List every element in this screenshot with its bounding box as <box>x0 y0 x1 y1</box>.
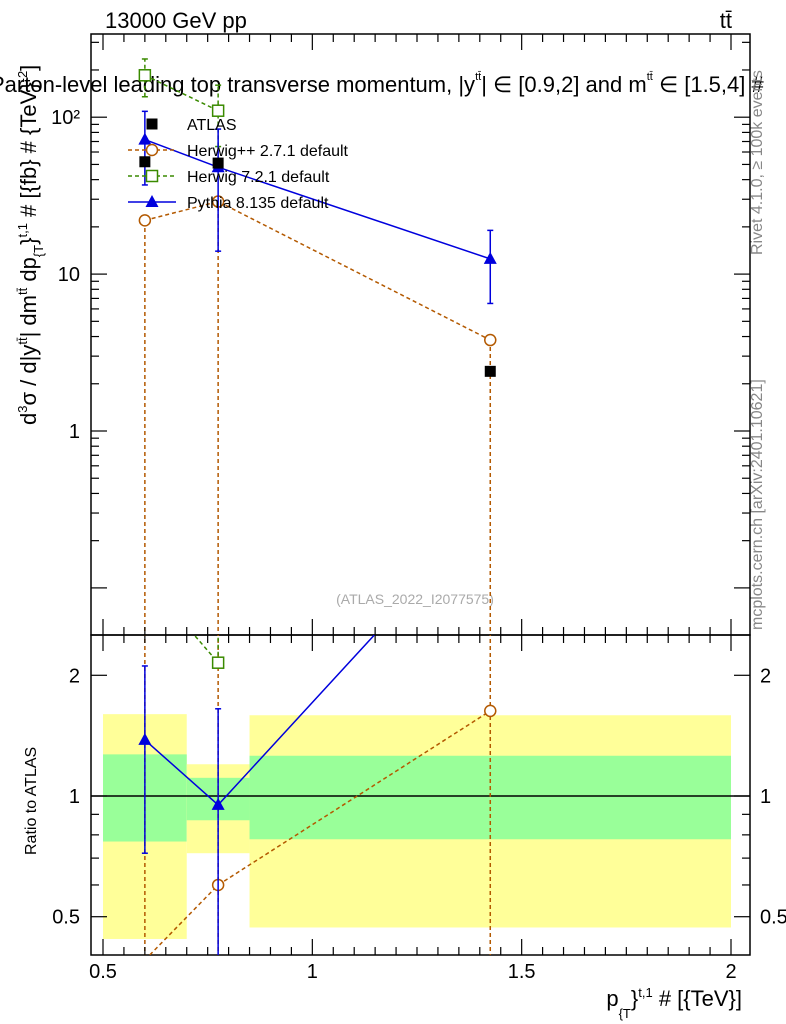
data-point <box>138 214 152 227</box>
data-point <box>483 251 497 264</box>
main-series <box>138 58 497 635</box>
legend-marker <box>145 195 159 207</box>
header-right: tt̄ <box>720 8 732 33</box>
legend-marker <box>145 169 159 183</box>
data-point <box>212 157 224 169</box>
legend-entry-0: ATLAS <box>146 117 237 134</box>
x-tick-label: 1.5 <box>508 961 536 983</box>
legend-label: Herwig 7.2.1 default <box>187 169 330 186</box>
ratio-y-tick-label-right: 1 <box>760 786 771 808</box>
ratio-series-2 <box>138 635 376 955</box>
legend-label: ATLAS <box>187 117 237 134</box>
legend: ATLAS Herwig++ 2.7.1 default Herwig 7.2.1 … <box>128 117 349 212</box>
legend-entry-2: Herwig 7.2.1 default <box>128 169 330 186</box>
mcplots-label: mcplots.cern.ch [arXiv:2401.10621] <box>749 379 766 630</box>
series-1 <box>138 195 497 635</box>
x-axis-label: p{T}t,1 # [{TeV}] <box>606 985 742 1021</box>
green-band-2 <box>249 755 732 840</box>
y-tick-label: 10² <box>51 107 80 129</box>
ratio-y-ticks: 0.5 0.5 1 1 2 2 <box>52 665 786 928</box>
legend-entry-3: Pythia 8.135 default <box>128 195 329 212</box>
series-0 <box>139 156 496 377</box>
legend-marker <box>146 118 158 130</box>
x-tick-label: 2 <box>725 961 736 983</box>
ratio-ylabel: Ratio to ATLAS <box>23 747 40 855</box>
data-point <box>484 365 496 377</box>
x-axis: 0.5 1 1.5 2 <box>89 34 737 983</box>
ratio-y-tick-label: 1 <box>69 786 80 808</box>
ratio-point <box>211 656 225 669</box>
main-ylabel: d3σ / d|ytt̄| dmtt̄ dp{T}t,1 # [{fb} # {… <box>15 65 46 425</box>
header-left: 13000 GeV pp <box>105 8 247 33</box>
ratio-panel: 0.5 0.5 1 1 2 2 <box>52 634 786 956</box>
watermark: (ATLAS_2022_I2077575) <box>336 591 494 607</box>
ratio-y-tick-label-right: 0.5 <box>760 907 786 929</box>
uncertainty-bands <box>103 714 732 939</box>
ratio-y-tick-label: 0.5 <box>52 907 80 929</box>
x-tick-label: 1 <box>307 961 318 983</box>
legend-label: Pythia 8.135 default <box>187 195 329 212</box>
data-point <box>138 69 152 82</box>
data-point <box>211 104 225 117</box>
rivet-label: Rivet 4.1.0, ≥ 100k events <box>749 70 766 255</box>
series-line <box>144 200 491 341</box>
ratio-point <box>211 797 225 810</box>
x-tick-label: 0.5 <box>89 961 117 983</box>
legend-marker <box>145 143 159 157</box>
legend-label: Herwig++ 2.7.1 default <box>187 143 349 160</box>
data-point <box>138 132 152 145</box>
ratio-point <box>138 732 152 745</box>
main-y-ticks: 11010²10³ <box>51 41 750 589</box>
ratio-line <box>193 635 219 664</box>
legend-entry-1: Herwig++ 2.7.1 default <box>128 143 349 160</box>
data-point <box>484 333 497 347</box>
y-tick-label: 10 <box>58 264 80 286</box>
ratio-frame <box>90 634 751 956</box>
ratio-y-tick-label-right: 2 <box>760 665 771 687</box>
y-tick-label: 1 <box>69 421 80 443</box>
ratio-series-1 <box>193 635 225 669</box>
ratio-y-tick-label: 2 <box>69 665 80 687</box>
ratio-point <box>484 704 497 718</box>
data-point <box>139 156 151 168</box>
ratio-series <box>138 635 497 955</box>
chart-title: Parton-level leading top transverse mome… <box>0 71 764 97</box>
